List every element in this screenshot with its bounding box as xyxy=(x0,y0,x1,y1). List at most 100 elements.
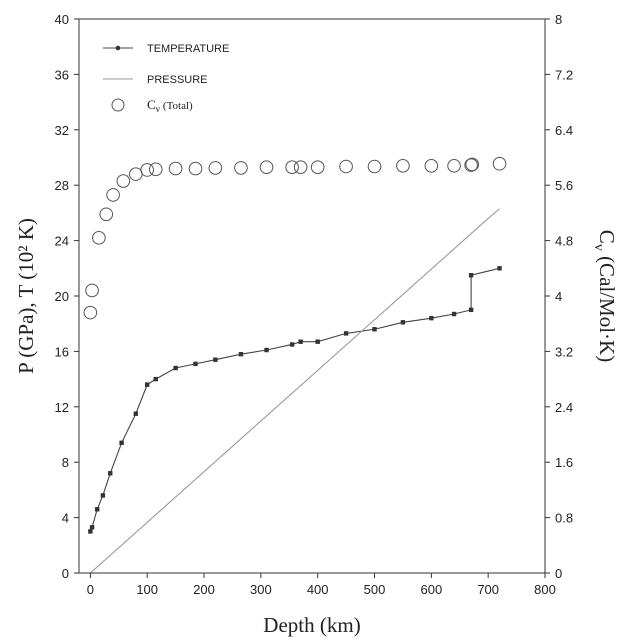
cv-point xyxy=(339,159,353,174)
temperature-point xyxy=(88,529,93,534)
x-tick-label: 200 xyxy=(193,582,215,597)
right-y-tick-label: 0.8 xyxy=(555,511,573,526)
temperature-point xyxy=(144,382,150,387)
cv-point xyxy=(208,161,223,175)
temperature-point xyxy=(153,376,158,382)
temperature-point xyxy=(94,507,100,512)
series-line-1 xyxy=(89,208,500,574)
left-y-axis-title: P (GPa), T (10² K) xyxy=(14,218,38,374)
temperature-point xyxy=(343,331,349,336)
temperature-point xyxy=(451,311,457,317)
x-tick-label: 400 xyxy=(307,582,329,597)
right-y-axis-title-sub: v xyxy=(591,244,606,251)
temperature-point xyxy=(238,351,244,357)
cv-point xyxy=(140,163,154,177)
left-y-tick-label: 16 xyxy=(55,344,69,359)
cv-point xyxy=(396,159,410,173)
cv-point xyxy=(234,161,248,175)
x-tick-label: 800 xyxy=(534,582,556,597)
left-y-tick-label: 24 xyxy=(55,234,69,249)
axis-ticks xyxy=(74,18,550,578)
x-tick-label: 100 xyxy=(136,582,158,597)
legend-temperature-label: TEMPERATURE xyxy=(147,43,229,55)
legend-cv-marker xyxy=(111,98,125,112)
right-y-tick-label: 2.4 xyxy=(555,400,573,415)
legend-cv-main: C xyxy=(147,97,156,112)
x-tick-label: 300 xyxy=(250,582,272,597)
plot-frame xyxy=(78,18,546,574)
x-tick-label: 0 xyxy=(87,582,94,597)
temperature-point xyxy=(400,320,406,325)
left-y-tick-label: 40 xyxy=(55,12,69,27)
legend-cv-sub: v xyxy=(156,104,161,114)
temperature-point xyxy=(213,357,218,362)
temperature-point xyxy=(100,493,106,498)
cv-point xyxy=(148,162,163,177)
cv-point xyxy=(188,161,203,176)
cv-point xyxy=(92,231,106,245)
right-y-tick-label: 8 xyxy=(555,12,562,27)
cv-point xyxy=(106,188,120,202)
temperature-point xyxy=(173,365,178,371)
x-tick-label: 700 xyxy=(477,582,499,597)
temperature-point xyxy=(372,327,377,332)
tick-labels: 0 100 200 300 400 500 600 700 800048121620242832… xyxy=(55,12,574,597)
temperature-point xyxy=(289,342,295,347)
temperature-point xyxy=(468,273,474,278)
left-y-tick-label: 36 xyxy=(55,67,69,82)
right-y-tick-label: 4 xyxy=(555,289,562,304)
cv-point xyxy=(464,158,478,172)
temperature-point xyxy=(429,315,434,321)
right-y-tick-label: 4.8 xyxy=(555,234,573,249)
temperature-point xyxy=(468,307,474,313)
cv-point xyxy=(168,161,183,176)
cv-point xyxy=(492,156,507,171)
temperature-point xyxy=(298,339,303,344)
cv-point xyxy=(83,305,98,320)
left-y-tick-label: 20 xyxy=(55,289,69,304)
cv-point xyxy=(310,160,325,174)
temperature-point xyxy=(497,266,502,271)
right-y-tick-label: 6.4 xyxy=(555,123,573,138)
legend: TEMPERATURE PRESSURE Cv (Total) xyxy=(103,43,229,114)
temperature-point xyxy=(119,440,124,446)
right-y-tick-label: 0 xyxy=(555,566,562,581)
cv-point xyxy=(99,207,114,222)
cv-point xyxy=(129,167,143,181)
cv-point xyxy=(116,174,131,188)
right-y-tick-label: 7.2 xyxy=(555,67,573,82)
cv-point xyxy=(465,157,480,172)
legend-cv-rest: (Total) xyxy=(160,100,193,112)
temperature-point xyxy=(108,471,113,476)
temperature-point xyxy=(133,411,139,416)
right-y-tick-label: 3.2 xyxy=(555,344,573,359)
left-y-tick-label: 0 xyxy=(62,566,69,581)
series-layer xyxy=(83,156,507,574)
temperature-point xyxy=(193,361,198,367)
x-tick-label: 500 xyxy=(364,582,386,597)
series-line-0 xyxy=(89,267,500,532)
left-y-tick-label: 8 xyxy=(62,455,69,470)
temperature-point xyxy=(264,347,269,353)
cv-point xyxy=(259,160,274,174)
x-axis-title: Depth (km) xyxy=(263,613,360,637)
legend-pressure-label: PRESSURE xyxy=(147,74,208,86)
legend-cv-label: Cv (Total) xyxy=(147,97,193,114)
right-y-tick-label: 5.6 xyxy=(555,178,573,193)
temperature-point xyxy=(315,339,320,344)
cv-point xyxy=(367,159,382,174)
left-y-tick-label: 4 xyxy=(62,511,69,526)
cv-point xyxy=(424,159,439,173)
temperature-point xyxy=(89,525,95,530)
left-y-tick-label: 28 xyxy=(55,178,69,193)
right-y-axis-title-main: C xyxy=(595,230,619,244)
cv-point xyxy=(85,283,99,298)
cv-point xyxy=(447,159,461,173)
legend-temperature-marker xyxy=(115,45,121,51)
cv-point xyxy=(285,160,299,174)
right-y-axis-title-rest: (Cal/Mol·K) xyxy=(595,251,619,362)
left-y-tick-label: 32 xyxy=(55,123,69,138)
x-tick-label: 600 xyxy=(420,582,442,597)
cv-point xyxy=(293,160,308,174)
